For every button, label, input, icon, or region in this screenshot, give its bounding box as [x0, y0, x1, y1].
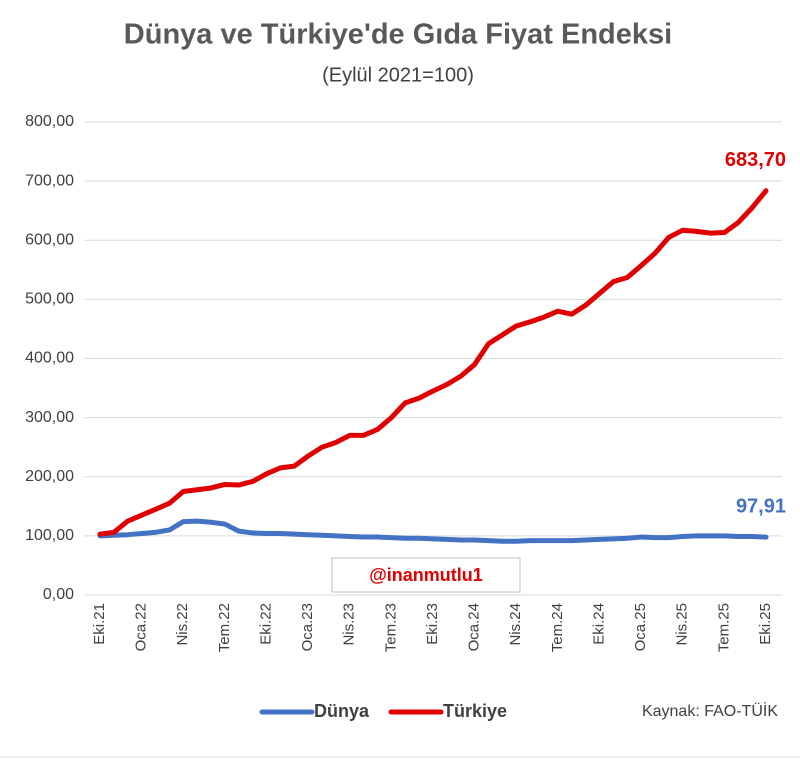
data-label: 683,70 [725, 149, 786, 171]
x-tick-label: Nis.25 [674, 603, 691, 646]
y-tick-label: 500,00 [25, 291, 74, 308]
legend-label: Dünya [314, 701, 370, 721]
legend-label: Türkiye [443, 701, 507, 721]
x-tick-label: Tem.22 [216, 603, 233, 652]
x-tick-label: Oca.24 [466, 603, 483, 651]
x-tick-label: Eki.23 [424, 603, 441, 645]
x-tick-label: Nis.22 [174, 603, 191, 646]
y-tick-label: 0,00 [43, 586, 74, 603]
x-tick-label: Oca.22 [133, 603, 150, 651]
data-label: 97,91 [736, 495, 786, 517]
x-tick-label: Nis.24 [507, 603, 524, 646]
chart-subtitle: (Eylül 2021=100) [322, 64, 474, 86]
x-tick-label: Tem.25 [715, 603, 732, 652]
x-tick-label: Tem.23 [382, 603, 399, 652]
y-tick-label: 300,00 [25, 409, 74, 426]
x-tick-label: Oca.25 [632, 603, 649, 651]
y-tick-label: 700,00 [25, 172, 74, 189]
x-tick-label: Eki.21 [91, 603, 108, 645]
source: Kaynak: FAO-TÜİK [642, 701, 778, 720]
x-tick-label: Nis.23 [341, 603, 358, 646]
y-tick-label: 100,00 [25, 527, 74, 544]
x-tick-label: Eki.24 [590, 603, 607, 645]
data-line [97, 518, 769, 544]
y-tick-label: 200,00 [25, 468, 74, 485]
data-line [97, 188, 769, 537]
x-tick-label: Eki.25 [757, 603, 774, 645]
x-tick-label: Tem.24 [549, 603, 566, 652]
y-tick-label: 600,00 [25, 231, 74, 248]
x-tick-label: Eki.22 [257, 603, 274, 645]
chart-title: Dünya ve Türkiye'de Gıda Fiyat Endeksi [124, 19, 672, 51]
watermark: @inanmutlu1 [369, 565, 483, 585]
y-tick-label: 800,00 [25, 113, 74, 130]
watermark-box [331, 557, 521, 593]
y-tick-label: 400,00 [25, 350, 74, 367]
x-tick-label: Oca.23 [299, 603, 316, 651]
